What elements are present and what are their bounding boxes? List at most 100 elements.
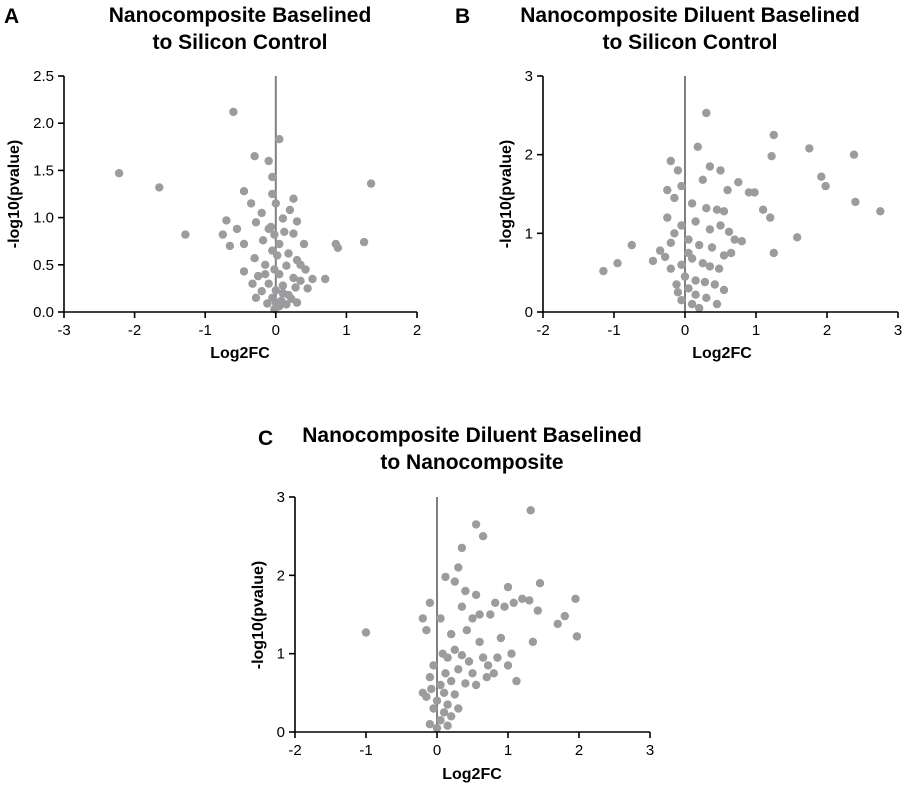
panel-c-data-point [471, 680, 481, 690]
panel-c-data-point [450, 690, 459, 699]
panel-c-data-point [468, 614, 477, 623]
panel-b-data-point [700, 277, 710, 287]
panel-c-data-point [429, 661, 438, 670]
panel-a-x-tick-label: -3 [57, 322, 70, 339]
panel-a-x-tick-label: -2 [128, 322, 141, 339]
panel-a-data-point [250, 254, 259, 263]
panel-c-data-point [457, 602, 467, 611]
panel-a-data-point [246, 199, 256, 208]
panel-b-data-point [684, 284, 693, 293]
panel-c-data-point [436, 680, 445, 690]
panel-b-data-point [750, 188, 759, 197]
panel-b-data-point [702, 293, 711, 302]
panel-a-data-point [278, 214, 288, 223]
panel-b-data-point [648, 256, 658, 266]
panel-c-data-point [443, 721, 452, 730]
panel-a-data-point [296, 276, 305, 285]
panel-a-data-point [222, 216, 231, 225]
panel-c-x-tick-label: 0 [433, 742, 441, 759]
panel-b-data-point [695, 303, 704, 313]
panel-a-data-point [239, 187, 249, 196]
panel-c-data-point [425, 598, 435, 607]
panel-b-data-point [613, 259, 622, 268]
panel-a-data-point [289, 194, 298, 203]
panel-b: B Nanocomposite Diluent Baselined to Sil… [455, 4, 902, 362]
panel-a-data-point [289, 229, 298, 238]
panel-c-data-point [439, 688, 449, 697]
panel-c-data-point [503, 582, 513, 592]
panel-a-data-point [284, 249, 293, 258]
panel-a-data-point [225, 241, 235, 251]
panel-c-data-point [482, 673, 491, 682]
panel-c-data-point [475, 610, 484, 619]
panel-c-data-point [500, 602, 509, 611]
panel-a-x-axis-label: Log2FC [210, 345, 270, 362]
panel-a-data-point [263, 299, 272, 308]
panel-b-data-point [655, 246, 665, 255]
panel-c-data-point [450, 645, 459, 654]
panel-a-data-point [114, 169, 124, 178]
panel-b-data-point [687, 199, 697, 208]
panel-c-data-point [486, 610, 495, 619]
panel-a-data-point [250, 152, 259, 161]
panel-a-data-point [333, 243, 343, 252]
panel-a-data-point [285, 205, 295, 215]
panel-a-data-point [253, 271, 263, 281]
panel-b-data-point [705, 262, 715, 271]
panel-c-data-point [525, 596, 534, 605]
panel-a-data-point [181, 230, 190, 239]
panel-b-data-point [730, 235, 739, 244]
panel-b-data-point [719, 285, 729, 295]
panel-c-title-line-1: Nanocomposite Diluent Baselined [302, 424, 642, 447]
panel-a-data-point [278, 288, 288, 298]
panel-a-data-point [218, 230, 227, 239]
panel-a-data-point [278, 281, 288, 290]
panel-a-data-point [239, 239, 249, 249]
panel-b-title-line-2: to Silicon Control [603, 31, 778, 54]
panel-a-y-tick-label: 1.0 [33, 210, 54, 227]
panel-b-y-tick-label: 0 [525, 304, 533, 321]
panel-a-data-point [296, 260, 305, 269]
panel-a-x-tick-label: 2 [413, 322, 421, 339]
panel-a-data-point [229, 107, 238, 117]
panel-b-data-point [673, 288, 683, 297]
panel-a-data-point [303, 284, 312, 293]
panel-a-data-point [308, 274, 317, 284]
panel-a-data-point [251, 218, 261, 227]
panel-c-data-point [478, 653, 488, 662]
panel-b-data-point [876, 207, 885, 216]
panel-c-data-point [464, 657, 474, 666]
panel-c-plot: -2 -1 0 1 2 3 0 1 2 3 [277, 489, 655, 759]
panel-a-data-point [282, 300, 291, 309]
panel-b-data-point [666, 156, 675, 166]
panel-a-x-tick-label: 0 [272, 322, 280, 339]
panel-a-data-point [275, 135, 284, 144]
panel-b-data-point [769, 130, 778, 140]
panel-c-data-point [478, 532, 488, 541]
panel-c-data-point [422, 626, 431, 635]
panel-a-data-point [264, 156, 273, 166]
panel-c-data-point [418, 688, 427, 697]
panel-a-data-point [232, 224, 242, 234]
panel-a-data-point [299, 239, 309, 249]
panel-b-data-point [710, 280, 719, 289]
panel-c-data-point [447, 676, 456, 686]
panel-c-data-point [441, 572, 450, 582]
panel-a-data-point [268, 172, 277, 182]
panel-a-title-line-1: Nanocomposite Baselined [109, 4, 372, 27]
panel-c-data-point [509, 598, 518, 607]
panel-c: C Nanocomposite Diluent Baselined to Nan… [250, 424, 654, 783]
panel-b-data-point [723, 185, 732, 195]
panel-c-data-point [528, 637, 538, 647]
panel-a-data-point [359, 237, 369, 247]
panel-a-data-point [270, 230, 279, 239]
panel-c-data-point [493, 653, 502, 662]
panel-c-y-tick-label: 2 [277, 567, 285, 584]
panel-b-data-point [677, 260, 686, 269]
panel-c-data-point [571, 594, 580, 603]
panel-b-y-tick-label: 3 [525, 68, 533, 85]
panel-b-data-point [677, 296, 686, 305]
panel-b-data-point [805, 144, 814, 153]
panel-letter-c: C [258, 427, 273, 450]
panel-b-data-point [698, 259, 707, 268]
